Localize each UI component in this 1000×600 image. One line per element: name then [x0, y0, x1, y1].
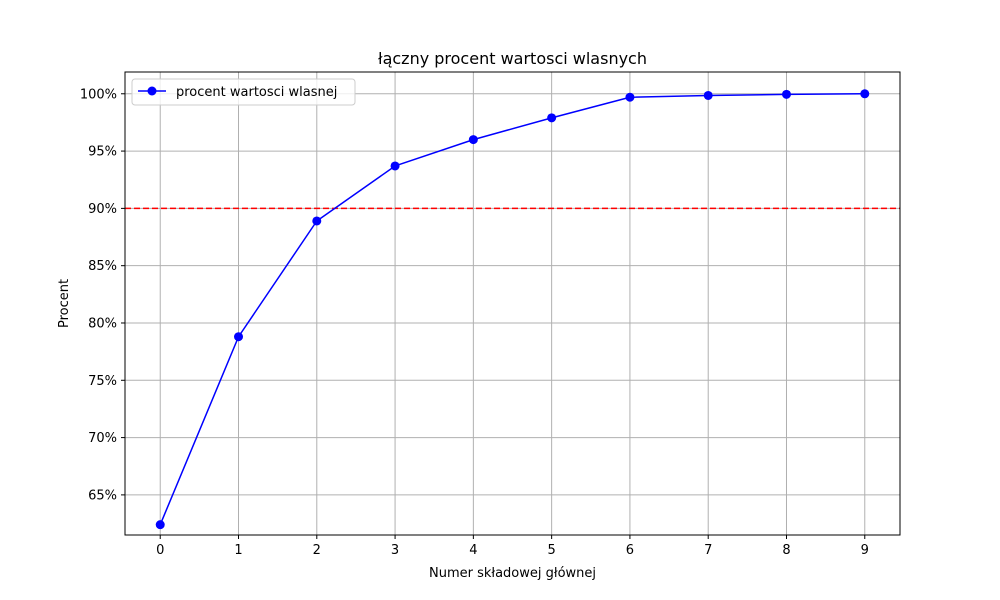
y-tick-label: 80% — [88, 316, 117, 331]
x-tick-label: 3 — [391, 543, 399, 558]
data-point — [155, 520, 165, 530]
y-tick-label: 100% — [80, 87, 117, 102]
legend-marker-swatch — [147, 86, 157, 96]
x-tick-label: 7 — [704, 543, 712, 558]
y-tick-label: 70% — [88, 431, 117, 446]
y-tick-label: 95% — [88, 145, 117, 160]
y-tick-label: 65% — [88, 488, 117, 503]
x-tick-label: 5 — [548, 543, 556, 558]
data-point — [781, 89, 791, 99]
legend: procent wartosci wlasnej — [131, 78, 356, 106]
x-tick-label: 1 — [234, 543, 242, 558]
data-point — [468, 135, 478, 145]
y-tick-label: 90% — [88, 202, 117, 217]
legend-label: procent wartosci wlasnej — [176, 85, 337, 100]
x-tick-label: 9 — [861, 543, 869, 558]
series-line — [159, 93, 865, 525]
y-tick-label: 85% — [88, 259, 117, 274]
chart-title: łączny procent wartosci wlasnych — [378, 49, 647, 68]
x-tick-label: 2 — [313, 543, 321, 558]
x-axis-ticks: 0 1 2 3 4 5 6 7 8 9 — [156, 535, 869, 558]
data-point — [390, 161, 400, 171]
x-tick-label: 4 — [469, 543, 477, 558]
plot-frame — [124, 71, 901, 536]
x-tick-label: 0 — [156, 543, 164, 558]
x-tick-label: 8 — [782, 543, 790, 558]
x-axis-label: Numer składowej głównej — [429, 566, 596, 581]
data-point — [860, 89, 870, 99]
data-point — [312, 216, 322, 226]
data-point — [625, 92, 635, 102]
series-layer — [155, 89, 870, 530]
legend-box — [131, 78, 356, 106]
y-axis-label: Procent — [57, 279, 72, 328]
data-point — [234, 332, 244, 342]
data-point — [547, 113, 557, 123]
y-axis-ticks: 65% 70% 75% 80% 85% 90% 95% 100% — [80, 87, 125, 503]
x-tick-label: 6 — [626, 543, 634, 558]
data-point — [703, 90, 713, 100]
y-tick-label: 75% — [88, 374, 117, 389]
